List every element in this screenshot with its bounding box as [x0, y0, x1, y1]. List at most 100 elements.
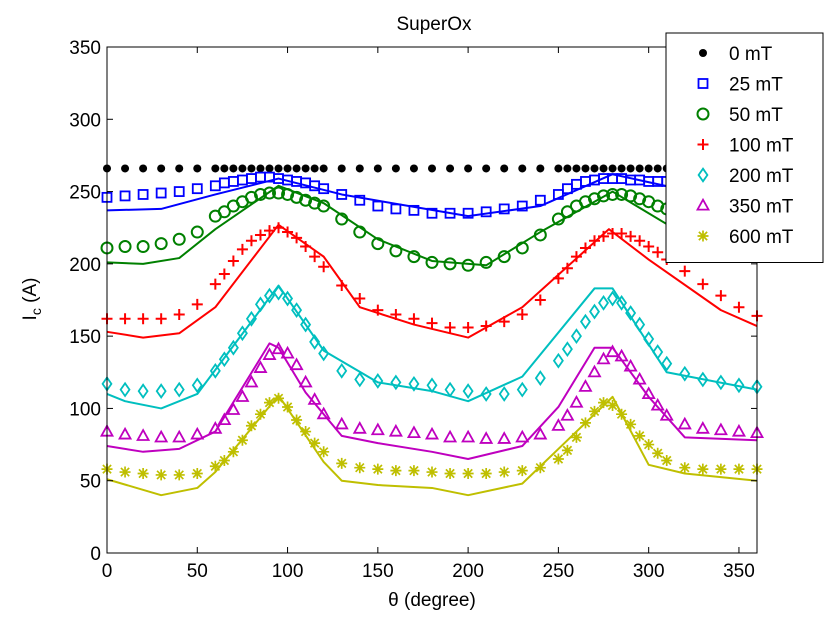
data-point — [533, 228, 547, 242]
data-point — [391, 164, 400, 173]
data-point — [516, 200, 528, 212]
data-point — [256, 164, 265, 173]
data-point — [336, 280, 348, 292]
data-point — [390, 308, 402, 320]
data-point — [643, 439, 655, 451]
data-point — [298, 374, 313, 388]
data-point — [407, 250, 421, 264]
data-point — [534, 294, 546, 306]
data-point — [482, 164, 491, 173]
data-point — [697, 278, 709, 290]
y-axis-label: Ic (A) — [20, 278, 44, 321]
x-tick-label: 50 — [187, 561, 208, 582]
data-point — [354, 293, 366, 305]
data-point — [208, 421, 223, 434]
data-point — [316, 406, 331, 420]
data-point — [317, 199, 331, 213]
data-point — [191, 298, 203, 310]
data-point — [264, 225, 275, 237]
data-point — [589, 405, 600, 417]
data-point — [273, 222, 285, 234]
data-point — [354, 371, 366, 388]
data-point — [644, 164, 653, 173]
data-point — [643, 241, 655, 253]
data-point — [253, 187, 267, 201]
data-point — [733, 463, 745, 475]
data-point — [191, 377, 203, 394]
x-axis-label: θ (degree) — [388, 590, 476, 611]
data-point — [518, 164, 527, 173]
legend-marker — [697, 139, 709, 150]
data-point — [498, 203, 510, 215]
y-axis-label-sub: c — [28, 308, 44, 315]
data-point — [424, 426, 440, 440]
legend-label: 50 mT — [729, 105, 783, 126]
data-point — [372, 304, 384, 316]
y-tick-label: 300 — [69, 110, 101, 131]
data-point — [291, 414, 303, 426]
y-tick-label: 100 — [69, 399, 101, 420]
data-point — [301, 164, 310, 173]
data-point — [661, 454, 673, 466]
data-point — [193, 164, 202, 173]
data-point — [373, 164, 382, 173]
data-point — [659, 408, 674, 421]
data-point — [534, 462, 546, 474]
data-point — [446, 164, 455, 173]
data-point — [191, 467, 203, 479]
data-point — [570, 251, 582, 263]
data-point — [372, 463, 384, 475]
data-point — [679, 365, 691, 382]
data-point — [713, 422, 728, 436]
data-point — [155, 313, 167, 325]
y-axis-label-main: I — [20, 315, 41, 320]
data-point — [697, 371, 709, 388]
data-point — [443, 429, 458, 443]
data-point — [408, 465, 420, 477]
data-point — [309, 334, 321, 350]
data-point — [498, 386, 510, 402]
data-point — [572, 164, 581, 173]
legend-label: 600 mT — [729, 227, 794, 248]
data-point — [254, 296, 266, 313]
data-point — [498, 466, 510, 478]
legend-marker — [697, 78, 709, 89]
axes: 0 50 100 150 200 250 300 350 0 50 100 150 200 250 300 3… — [69, 38, 758, 582]
data-point — [217, 205, 231, 219]
data-point — [309, 437, 321, 449]
data-point — [616, 227, 628, 239]
series-600-mT — [101, 392, 763, 481]
data-point — [561, 262, 573, 274]
data-point — [552, 352, 564, 369]
data-point — [227, 255, 239, 267]
data-point — [480, 467, 492, 479]
data-point — [173, 381, 185, 398]
data-point — [679, 265, 691, 277]
data-point — [443, 257, 457, 271]
series-200-mT — [101, 284, 763, 402]
data-point — [372, 200, 384, 212]
data-point — [175, 164, 184, 173]
axes-box — [106, 46, 758, 554]
data-point — [157, 164, 166, 173]
y-tick-label: 200 — [69, 255, 101, 276]
data-point — [245, 420, 257, 432]
data-point — [408, 375, 420, 392]
data-point — [282, 226, 294, 238]
data-point — [444, 321, 456, 333]
data-point — [426, 207, 438, 219]
legend-marker — [697, 230, 709, 242]
data-point — [581, 164, 590, 173]
data-point — [552, 272, 564, 284]
data-point — [265, 164, 274, 173]
data-point — [118, 426, 133, 440]
data-point — [136, 428, 151, 441]
y-tick-label: 350 — [69, 38, 101, 59]
data-point — [652, 447, 664, 459]
data-point — [235, 389, 250, 402]
data-point — [300, 241, 312, 253]
data-point — [307, 392, 322, 405]
legend-box — [665, 32, 824, 263]
data-point — [318, 183, 330, 195]
legend-marker — [699, 49, 707, 57]
